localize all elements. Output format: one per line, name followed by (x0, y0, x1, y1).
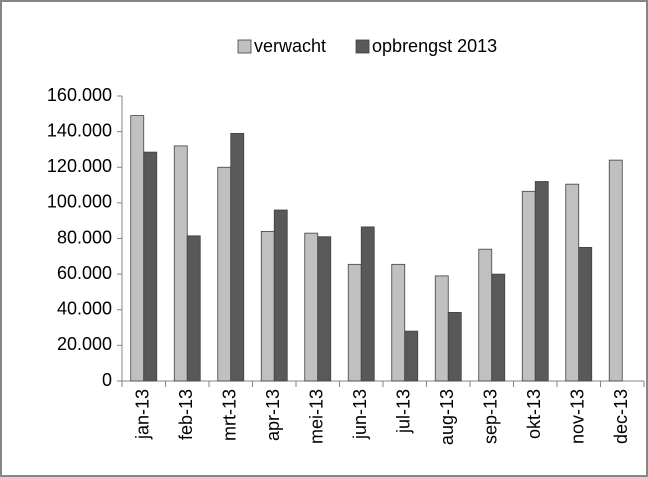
x-tick-label: sep-13 (481, 389, 501, 444)
y-tick-label: 100.000 (47, 192, 112, 212)
bar (273, 209, 288, 382)
bar (491, 273, 506, 382)
bar (565, 183, 580, 382)
bar (447, 312, 462, 382)
y-tick-label: 60.000 (57, 263, 112, 283)
legend-swatch (237, 39, 252, 54)
legend-swatch (355, 39, 370, 54)
y-tick-label: 160.000 (47, 85, 112, 105)
bar (130, 115, 145, 382)
x-tick-label: okt-13 (524, 389, 544, 439)
x-tick-label: jan-13 (133, 389, 153, 440)
bar (304, 232, 319, 382)
bar (217, 166, 232, 382)
y-tick-label: 20.000 (57, 334, 112, 354)
x-tick-label: dec-13 (611, 389, 631, 444)
x-tick-label: apr-13 (263, 389, 283, 441)
bar (230, 133, 245, 382)
legend-label: opbrengst 2013 (372, 36, 497, 56)
x-tick-label: feb-13 (176, 389, 196, 440)
bar (434, 275, 449, 382)
bar (608, 159, 623, 382)
x-tick-label: mrt-13 (220, 389, 240, 441)
bar (347, 263, 362, 382)
bar (391, 263, 406, 382)
y-tick-label: 40.000 (57, 299, 112, 319)
bar (360, 226, 375, 382)
bar (478, 248, 493, 382)
x-tick-label: jun-13 (350, 389, 370, 440)
bar (143, 151, 158, 382)
bar (534, 181, 549, 382)
x-tick-label: aug-13 (437, 389, 457, 445)
bar (186, 235, 201, 382)
x-tick-label: nov-13 (568, 389, 588, 444)
x-tick-label: mei-13 (307, 389, 327, 444)
bar (404, 330, 419, 382)
y-tick-label: 140.000 (47, 120, 112, 140)
y-tick-label: 120.000 (47, 156, 112, 176)
bar (173, 145, 188, 382)
legend-label: verwacht (254, 36, 326, 56)
x-tick-label: jul-13 (394, 389, 414, 434)
bar (317, 236, 332, 382)
y-tick-label: 80.000 (57, 227, 112, 247)
y-tick-label: 0 (102, 370, 112, 390)
bar (260, 230, 275, 382)
bar (578, 247, 593, 382)
bar (521, 190, 536, 382)
